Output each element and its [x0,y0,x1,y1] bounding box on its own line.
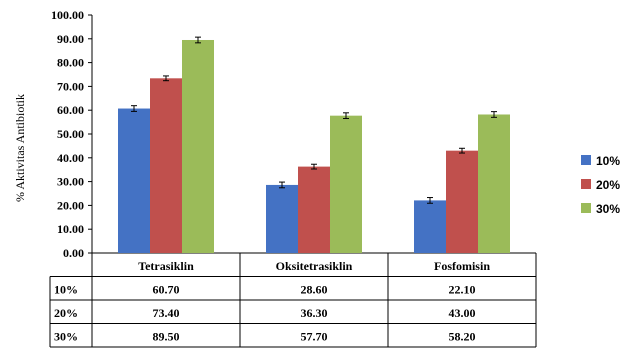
legend-label: 30% [596,202,620,216]
bar-oksitetrasiklin-30pct [330,115,362,253]
x-category-label: Oksitetrasiklin [276,259,353,273]
bar-tetrasiklin-30pct [182,39,214,253]
table-cell-value: 58.20 [449,329,476,343]
bars [118,36,510,253]
table-cell-value: 36.30 [301,306,328,320]
table-cell-value: 60.70 [153,282,180,296]
bar-oksitetrasiklin-10pct [266,184,298,253]
y-tick-label: 30.00 [57,175,84,189]
y-axis-label-group: % Aktivitas Antibiotik [13,94,27,202]
y-tick-label: 80.00 [57,56,84,70]
y-tick-label: 90.00 [57,32,84,46]
bar-fosfomisin-30pct [478,114,510,253]
table-cell-value: 89.50 [153,329,180,343]
legend-label: 10% [596,154,620,168]
bar-tetrasiklin-20pct [150,78,182,253]
table-row-label: 20% [54,306,78,320]
y-tick-label: 70.00 [57,79,84,93]
table-row-label: 30% [54,329,78,343]
table-cell-value: 28.60 [301,282,328,296]
table-cell-value: 57.70 [301,329,328,343]
data-table: Tetrasiklin Oksitetrasiklin Fosfomisin 10% 6… [49,253,537,348]
bar-oksitetrasiklin-20pct [298,166,330,253]
bar-tetrasiklin-10pct [118,108,150,253]
y-tick-label: 60.00 [57,103,84,117]
y-tick-label: 100.00 [51,8,84,22]
y-axis-ticks: 0.00 10.00 20.00 30.00 40.00 50.00 60.00 70.00 8… [51,8,92,260]
legend-swatch [581,203,591,213]
table-cell-value: 22.10 [449,282,476,296]
legend-label: 20% [596,178,620,192]
table-cell-value: 43.00 [449,306,476,320]
bar-fosfomisin-20pct [446,150,478,253]
table-row-label: 10% [54,282,78,296]
y-tick-label: 10.00 [57,222,84,236]
y-axis-label: % Aktivitas Antibiotik [13,94,27,202]
bar-fosfomisin-10pct [414,200,446,253]
legend: 10% 20% 30% [581,154,620,216]
y-tick-label: 20.00 [57,198,84,212]
legend-swatch [581,179,591,189]
table-cell-value: 73.40 [153,306,180,320]
legend-swatch [581,155,591,165]
y-tick-label: 40.00 [57,151,84,165]
x-category-label: Tetrasiklin [138,259,194,273]
x-category-label: Fosfomisin [434,259,490,273]
y-tick-label: 50.00 [57,127,84,141]
y-tick-label: 0.00 [63,246,84,260]
